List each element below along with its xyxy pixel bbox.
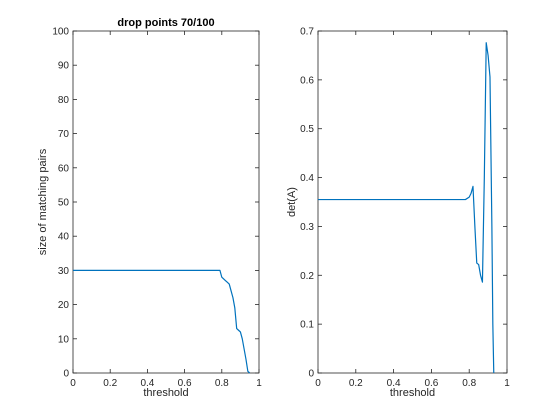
x-tick-label: 0	[315, 378, 321, 389]
x-tick-label: 0.6	[424, 378, 438, 389]
y-tick-label: 60	[58, 163, 70, 174]
x-axis-label: threshold	[390, 387, 435, 399]
x-axis-label: threshold	[143, 387, 188, 399]
x-tick-label: 0.4	[387, 378, 401, 389]
x-tick-label: 1	[256, 378, 262, 389]
right-chart: 0 0.2 0.4 0.6 0.8 1 0 0.1 0.2 0.3 0.4 0.5 0.6 0.7 thre…	[286, 27, 510, 400]
y-axis-label: size of matching pairs	[37, 148, 49, 255]
x-tick-label: 0	[70, 378, 76, 389]
x-tick-label: 0.4	[140, 378, 154, 389]
series-line	[73, 269, 251, 374]
y-tick-label: 40	[58, 232, 70, 243]
x-tick-label: 0.8	[462, 378, 476, 389]
y-tick-label: 0.4	[300, 173, 314, 184]
y-tick-label: 0.7	[300, 27, 314, 38]
y-tick-label: 0.3	[300, 222, 314, 233]
plot-area-frame	[317, 30, 508, 374]
x-tick-label: 0.8	[215, 378, 229, 389]
y-tick-label: 0.2	[300, 271, 314, 282]
y-tick-label: 20	[58, 300, 70, 311]
left-chart: 0 0.2 0.4 0.6 0.8 10102030405060708090100thre…	[37, 17, 262, 399]
y-tick-label: 0.1	[300, 320, 314, 331]
y-axis-label: det(A)	[286, 187, 298, 217]
x-tick-label: 0.2	[103, 378, 117, 389]
chart-title: drop points 70/100	[117, 17, 214, 29]
series-line	[318, 42, 495, 374]
y-tick-label: 50	[58, 198, 70, 209]
x-tick-label: 0.6	[178, 378, 192, 389]
y-tick-label: 90	[58, 61, 70, 72]
y-tick-label: 0.6	[300, 75, 314, 86]
y-tick-label: 0	[308, 369, 314, 380]
y-tick-label: 70	[58, 129, 70, 140]
y-tick-label: 10	[58, 334, 70, 345]
y-tick-label: 30	[58, 266, 70, 277]
x-tick-label: 1	[504, 378, 510, 389]
y-tick-label: 80	[58, 95, 70, 106]
y-tick-label: 0	[63, 369, 69, 380]
y-tick-label: 0.5	[300, 124, 314, 135]
y-tick-label: 100	[52, 27, 69, 38]
x-tick-label: 0.2	[349, 378, 363, 389]
